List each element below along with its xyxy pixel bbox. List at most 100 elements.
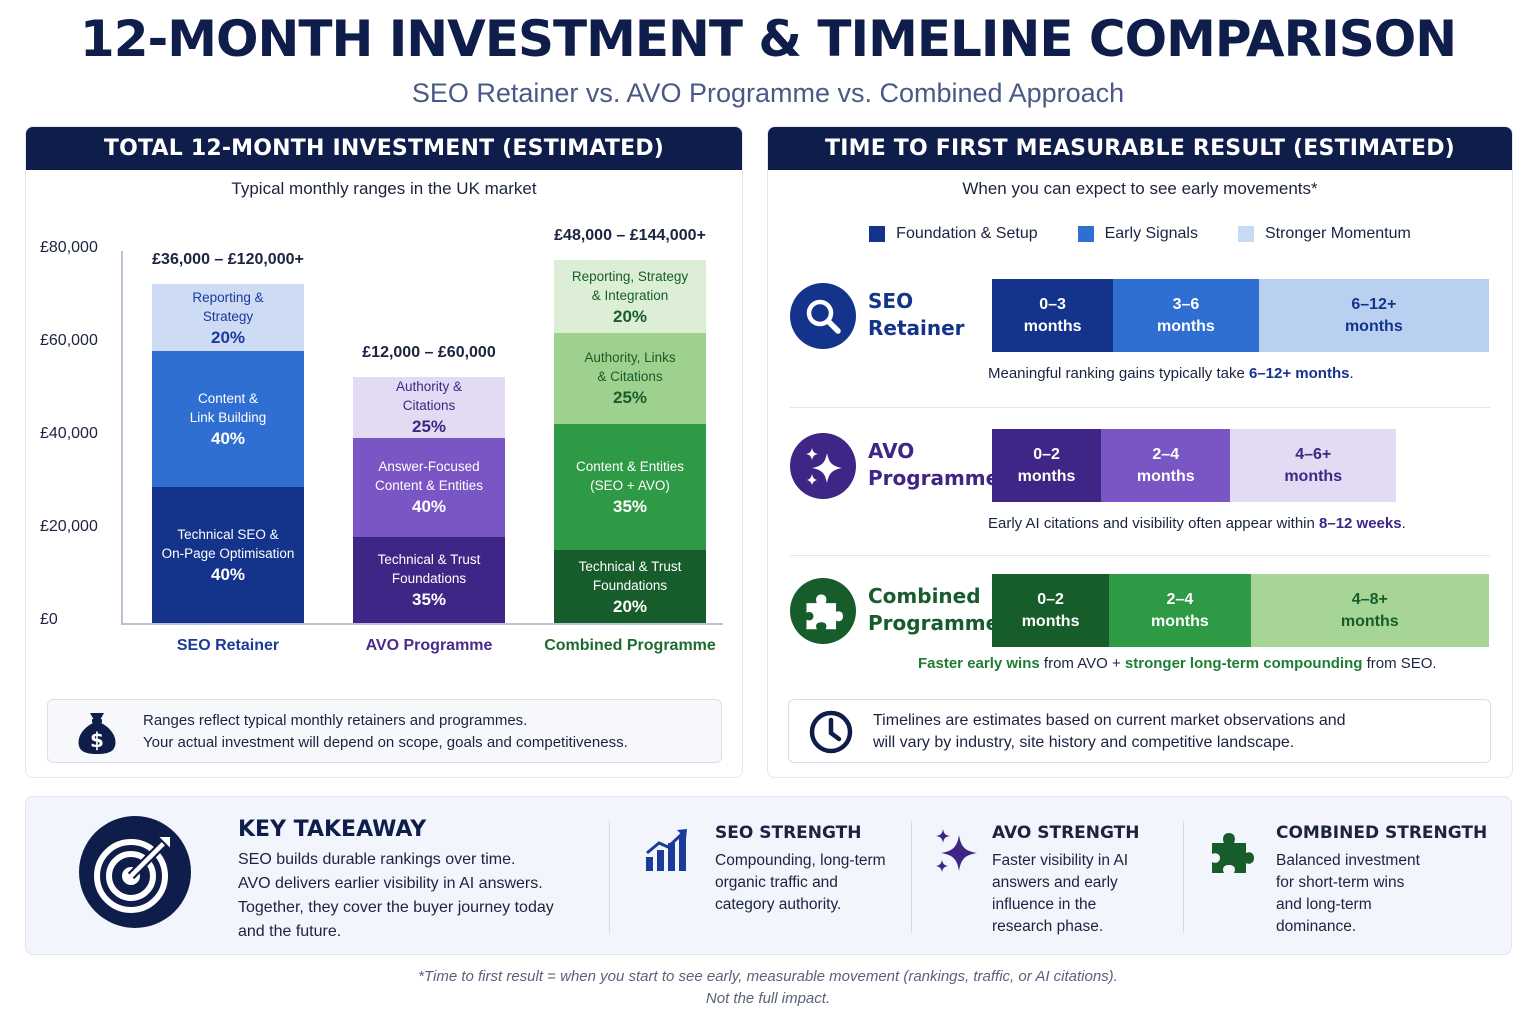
note-text: 8–12 weeks [1319,515,1402,532]
segment-label: Reporting, Strategy & Integration [571,268,689,303]
bar-avo-programme: Technical & Trust Foundations 35% Answer-F… [353,376,505,623]
timeline-note-line-1: Timelines are estimates based on current… [873,712,1346,729]
combined-strength-body: Balanced investment for short-term wins … [1276,852,1420,935]
combined-strength-title: COMBINED STRENGTH [1276,823,1488,843]
timeline-bar: 0–2 months 2–4 months 4–8+ months [992,574,1489,647]
y-tick-label: £20,000 [40,518,98,535]
page-title: 12-MONTH INVESTMENT & TIMELINE COMPARISO… [79,10,1457,68]
segment-range: 0–2 [1033,445,1060,463]
segment-label: Authority, Links & Citations [584,350,676,385]
avo-strength-title: AVO STRENGTH [992,823,1140,843]
timeline-segment: 0–2 months [992,429,1102,502]
segment-label: Content & Entities (SEO + AVO) [575,458,685,493]
y-tick-label: £80,000 [40,239,98,256]
segment-range: 4–8+ [1351,590,1388,608]
timeline-row-name: SEO Retainer [868,289,965,340]
target-icon [78,815,192,934]
key-takeaway-line: Together, they cover the buyer journey t… [238,899,554,916]
segment-percent: 20% [612,306,648,326]
segment-percent: 25% [411,417,447,437]
note-text: from AVO + [1039,655,1125,672]
clock-icon [807,708,855,761]
bar-chart-icon [644,827,690,878]
y-tick-label: £0 [40,611,58,628]
timeline-row-note: Early AI citations and visibility often … [788,515,1491,532]
puzzle-icon [790,578,856,644]
note-text: Early AI citations and visibility often … [988,515,1320,532]
timeline-bar: 0–2 months 2–4 months 4–6+ months [992,429,1397,502]
divider [609,821,610,933]
segment-label: Reporting & Strategy [192,289,264,324]
sparkle-icon [790,433,856,499]
y-tick-label: £40,000 [40,425,98,442]
bar-segment: Content & Entities (SEO + AVO) 35% [554,423,706,551]
y-tick-label: £60,000 [40,332,98,349]
x-axis-line [121,623,723,625]
investment-heading: TOTAL 12-MONTH INVESTMENT (ESTIMATED) [26,127,742,170]
timeline-note-line-2: will vary by industry, site history and … [873,734,1295,751]
svg-text:$: $ [90,728,104,752]
note-text: from SEO. [1362,655,1437,672]
timeline-subheading: When you can expect to see early movemen… [962,179,1318,198]
segment-percent: 35% [411,589,447,609]
key-takeaway-title: KEY TAKEAWAY [238,817,427,842]
avo-strength-body: Faster visibility in AI answers and earl… [992,852,1129,935]
sparkle-icon [933,827,979,878]
timeline-row-note: Meaningful ranking gains typically take … [788,365,1491,382]
timeline-legend: Foundation & Setup Early Signals Stronger … [768,225,1512,243]
investment-note: $ Ranges reflect typical monthly retaine… [47,699,722,763]
divider [1183,821,1184,933]
timeline-panel: TIME TO FIRST MEASURABLE RESULT (ESTIMAT… [767,126,1513,778]
timeline-bar: 0–3 months 3–6 months 6–12+ months [992,279,1489,352]
y-axis-line [121,251,123,624]
footnote: *Time to first result = when you start t… [0,966,1536,1010]
row-divider [790,407,1490,408]
segment-label: Authority & Citations [395,379,463,414]
segment-percent: 40% [411,497,447,517]
note-text: . [1349,365,1354,382]
bar-seo-retainer: Technical SEO & On-Page Optimisation 40% C… [152,283,304,623]
key-takeaway-line: AVO delivers earlier visibility in AI an… [238,875,543,892]
timeline-segment: 4–8+ months [1250,574,1489,647]
segment-label: Technical & Trust Foundations [578,558,682,593]
bar-combined-programme: Technical & Trust Foundations 20% Content … [554,260,706,623]
legend-item: Early Signals [1077,225,1198,243]
timeline-segment: 6–12+ months [1258,279,1489,352]
timeline-segment: 2–4 months [1101,429,1231,502]
legend-label: Stronger Momentum [1264,225,1411,242]
page-subtitle: SEO Retainer vs. AVO Programme vs. Combi… [411,78,1125,108]
segment-percent: 20% [210,327,246,347]
magnifier-icon [790,283,856,349]
row-divider [790,555,1490,556]
segment-range: 2–4 [1166,590,1194,608]
segment-unit: months [1023,317,1082,335]
bar-segment: Technical & Trust Foundations 20% [554,550,706,623]
segment-unit: months [1136,467,1195,485]
footnote-line-2: Not the full impact. [705,990,831,1007]
segment-range: 3–6 [1172,295,1200,313]
timeline-segment: 0–3 months [992,279,1114,352]
legend-swatch [869,226,886,242]
segment-percent: 20% [612,596,648,616]
bar-segment: Content & Link Building 40% [152,351,304,488]
note-text: 6–12+ months [1248,365,1350,382]
segment-percent: 35% [612,496,648,516]
investment-subheading: Typical monthly ranges in the UK market [231,179,537,198]
segment-label: Technical & Trust Foundations [377,551,481,586]
seo-strength-body: Compounding, long-term organic traffic a… [715,852,886,913]
legend-swatch [1237,226,1254,242]
timeline-segment: 4–6+ months [1230,429,1397,502]
segment-range: 0–3 [1039,295,1066,313]
segment-range: 6–12+ [1351,295,1397,313]
bar-range-label: £48,000 – £144,000+ [554,227,706,245]
timeline-segment: 2–4 months [1109,574,1251,647]
timeline-row-note: Faster early wins from AVO + stronger lo… [788,655,1491,672]
segment-label: Answer-Focused Content & Entities [374,459,484,494]
segment-unit: months [1340,612,1399,630]
key-takeaway-body: SEO builds durable rankings over time. A… [238,848,554,944]
puzzle-icon [1208,829,1254,880]
segment-unit: months [1284,467,1343,485]
segment-range: 0–2 [1037,590,1064,608]
segment-unit: months [1150,612,1209,630]
x-category-label: Combined Programme [544,637,716,654]
